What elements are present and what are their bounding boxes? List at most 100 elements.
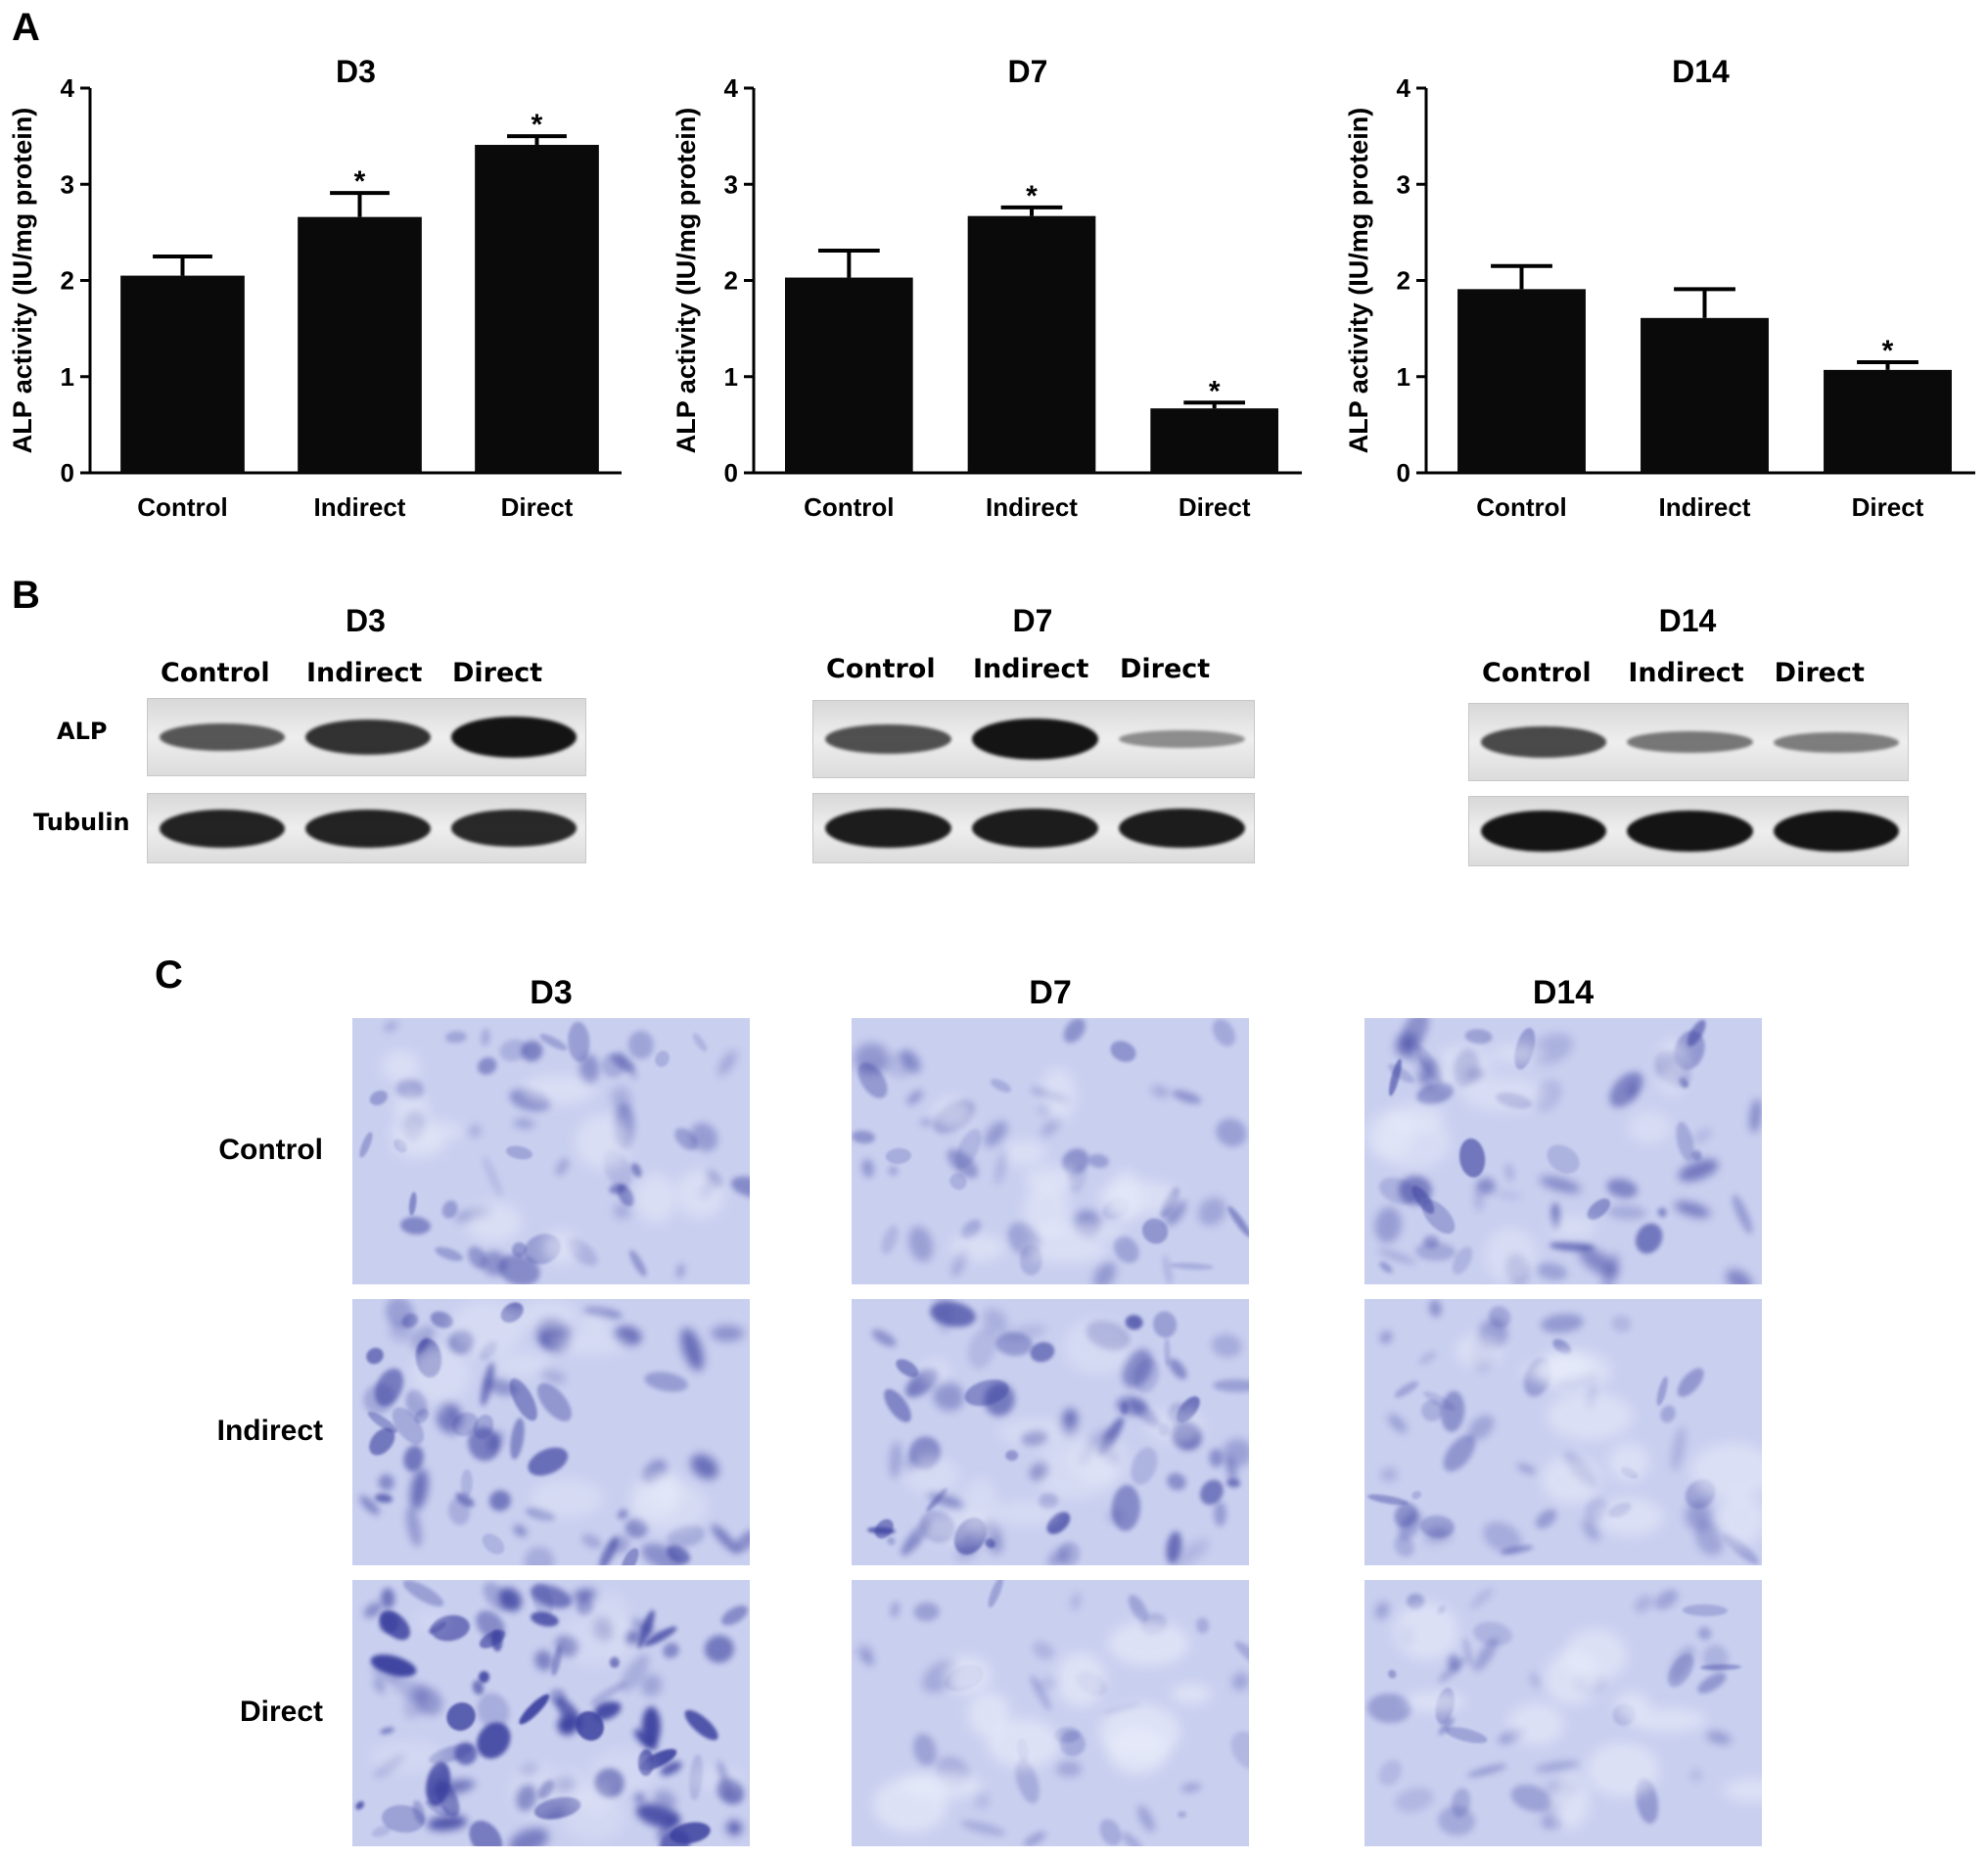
tubulin-band	[450, 810, 578, 847]
stain-spot	[878, 1223, 902, 1258]
stain-spot	[1059, 1018, 1090, 1047]
chart-D14: D14 0 1 2 3 4 ALP activity (IU/mg protein) Cont…	[1344, 54, 1975, 522]
cell-highlight	[1107, 1621, 1190, 1666]
chart-title: D3	[336, 54, 376, 89]
stain-spot	[480, 1027, 491, 1046]
stain-spot	[728, 1172, 750, 1202]
cell-highlight	[902, 1772, 983, 1799]
cell-highlight	[530, 1479, 604, 1518]
stain-spot	[1126, 1443, 1163, 1489]
y-tick-label: 1	[61, 362, 74, 392]
stain-spot	[505, 1823, 553, 1846]
stain-spot	[1150, 1085, 1171, 1098]
stain-spot	[715, 1047, 740, 1079]
y-tick-label: 2	[61, 266, 74, 296]
stain-spot	[1211, 1113, 1249, 1152]
cell-highlight	[1722, 1779, 1762, 1802]
stain-spot	[470, 1715, 518, 1765]
stain-spot	[467, 1124, 483, 1137]
y-axis-label: ALP activity (IU/mg protein)	[8, 108, 37, 454]
cell-highlight	[1040, 1068, 1076, 1123]
stain-spot	[660, 1640, 682, 1662]
micrograph-D14-indirect	[1364, 1299, 1762, 1565]
stain-spot	[1468, 1584, 1497, 1611]
stain-spot	[1657, 1403, 1679, 1425]
cell-highlight	[369, 1740, 444, 1774]
stain-spot	[1729, 1192, 1757, 1237]
stain-spot	[1470, 1618, 1514, 1650]
blot-strip-tubulin	[1468, 796, 1909, 866]
stain-spot	[399, 1215, 432, 1236]
stain-spot	[367, 1087, 391, 1108]
cell-highlight	[1393, 1602, 1458, 1660]
stain-spot	[1683, 1603, 1728, 1617]
blot-strip-alp	[147, 698, 586, 776]
cell-highlight	[1490, 1044, 1547, 1064]
cell-highlight	[449, 1300, 524, 1358]
stain-spot	[852, 1130, 876, 1145]
stain-spot	[679, 1705, 722, 1745]
stain-spot	[1542, 1139, 1586, 1180]
stain-spot	[1179, 1782, 1202, 1794]
stain-spot	[516, 1690, 553, 1728]
stain-spot	[379, 1725, 395, 1736]
stain-spot	[381, 1587, 396, 1609]
stain-spot	[1465, 1761, 1507, 1780]
micrograph-D7-control	[852, 1018, 1249, 1284]
cell-highlight	[416, 1611, 447, 1633]
stain-spot	[474, 1054, 500, 1079]
stain-spot	[1602, 1065, 1649, 1114]
stain-spot	[1225, 1204, 1249, 1240]
cell-highlight	[1107, 1726, 1168, 1775]
stain-spot	[1055, 1760, 1082, 1778]
stain-spot	[356, 1130, 375, 1159]
stain-spot	[1540, 1312, 1585, 1335]
stain-spot	[683, 1117, 723, 1158]
stain-spot	[1410, 1488, 1422, 1501]
stain-spot	[1422, 1234, 1439, 1248]
cell-highlight	[949, 1233, 1006, 1261]
cell-highlight	[1455, 1333, 1503, 1368]
stain-spot	[1221, 1437, 1249, 1469]
stain-spot	[913, 1602, 940, 1622]
stain-spot	[1374, 1755, 1408, 1790]
cell-highlight	[634, 1174, 676, 1223]
stain-spot	[353, 1799, 366, 1812]
tubulin-band	[304, 809, 432, 848]
cell-highlight	[631, 1472, 681, 1520]
y-tick-label: 3	[61, 169, 74, 199]
stain-spot	[376, 1471, 397, 1494]
stain-spot	[1095, 1815, 1127, 1846]
cell-highlight	[1024, 1238, 1108, 1263]
cell-highlight	[688, 1767, 744, 1790]
lane-label: Direct	[452, 658, 543, 688]
stain-spot	[1693, 1668, 1730, 1698]
stain-spot	[507, 1417, 528, 1461]
blot-strip-tubulin	[812, 793, 1255, 863]
stain-spot	[573, 1589, 597, 1603]
stain-spot	[886, 1164, 900, 1178]
cell-highlight	[629, 1481, 709, 1532]
cell-highlight	[546, 1332, 630, 1355]
cell-highlight	[517, 1300, 577, 1332]
stain-spot	[1161, 1254, 1175, 1284]
stain-spot	[363, 1344, 387, 1368]
stain-spot	[1125, 1314, 1143, 1330]
stain-spot	[642, 1369, 689, 1396]
cell-highlight	[1097, 1181, 1181, 1215]
alp-band	[1480, 726, 1607, 758]
stain-spot	[710, 1325, 744, 1341]
stain-spot	[1515, 1461, 1539, 1476]
cell-highlight	[1385, 1102, 1446, 1133]
stain-spot	[1390, 1531, 1419, 1561]
chart-title: D7	[1008, 54, 1048, 89]
stain-spot	[1494, 1190, 1523, 1201]
stain-spot	[1057, 1541, 1082, 1565]
cell-highlight	[932, 1096, 974, 1130]
stain-spot	[1193, 1191, 1232, 1232]
cell-highlight	[1170, 1684, 1213, 1704]
stain-spot	[1373, 1600, 1392, 1621]
stain-spot	[1673, 1364, 1709, 1402]
row-label-indirect: Indirect	[216, 1415, 323, 1447]
cell-highlight	[590, 1592, 630, 1651]
